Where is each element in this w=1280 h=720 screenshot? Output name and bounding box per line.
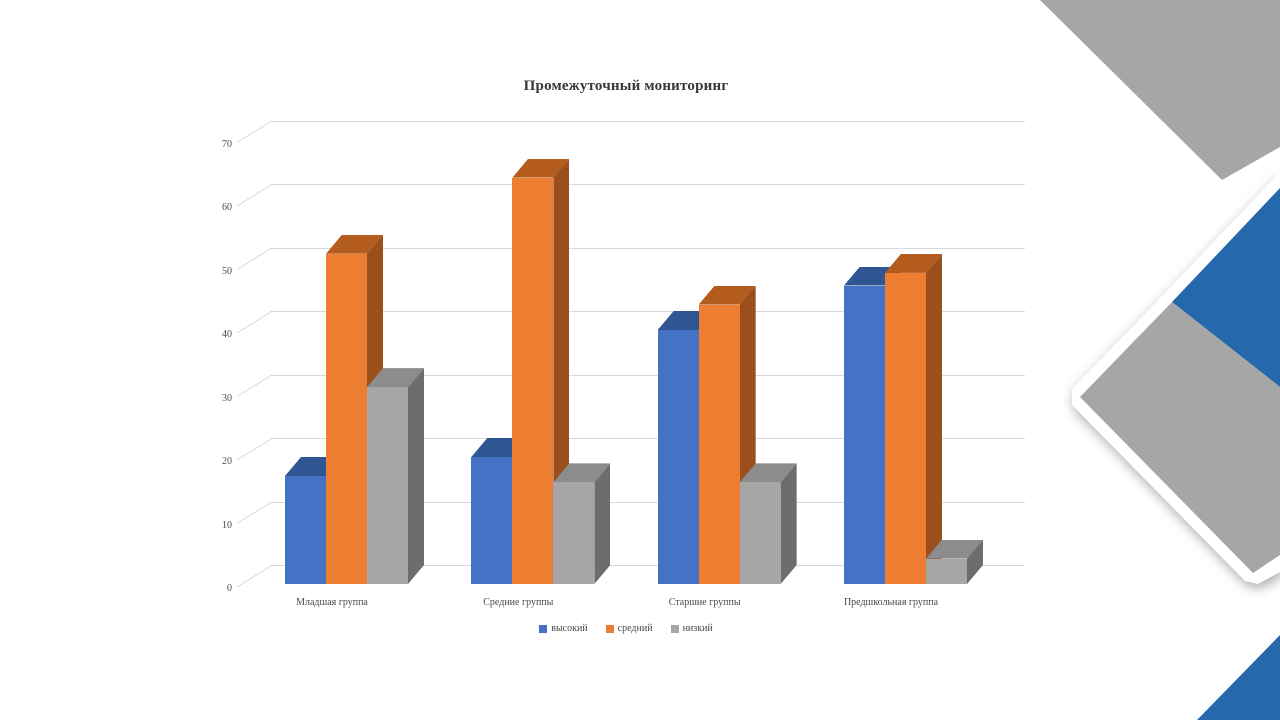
y-axis-tick-label: 60 [222,202,232,213]
gridline [270,247,1025,249]
y-axis-tick-label: 20 [222,456,232,467]
gridline [270,438,1025,439]
bar-top-face [512,158,570,178]
gridline-depth-connector [236,502,272,524]
gridline-depth-connector [236,184,272,207]
gridline-depth-connector [236,375,272,397]
top-right-diamond [1040,0,1280,180]
bar-side-face [926,254,942,584]
bar-низкий [367,368,424,584]
bar-side-face [781,463,797,584]
gridline-depth-connector [236,121,272,143]
bar-top-face [367,368,424,388]
gridline-depth-connector [236,311,272,334]
gridline-depth-connector [236,438,272,461]
legend-swatch [605,624,614,633]
bar-top-face [698,285,756,305]
mid-diamond-blue [1172,188,1280,387]
bar-средний [884,253,942,584]
bar-front-face [471,457,513,584]
y-axis-tick-label: 0 [227,583,232,594]
gridline [270,184,1025,185]
bar-низкий [553,463,611,584]
gridline [270,120,1025,122]
y-axis-tick-label: 70 [222,138,232,150]
y-axis-tick-label: 40 [222,329,232,340]
legend-item-низкий: низкий [670,623,713,634]
category-label: Средние группы [483,597,554,608]
bar-front-face [739,482,781,584]
bar-front-face [512,177,554,584]
bar-front-face [326,253,367,584]
category-label: Предшкольная группа [843,597,939,608]
gridline [270,565,1025,566]
bar-top-face [739,463,797,483]
bar-top-face [553,463,611,483]
category-label: Старшие группы [668,597,741,608]
legend-item-средний: средний [605,623,653,634]
legend-swatch [539,624,548,633]
bar-front-face [884,272,926,584]
legend-swatch [670,624,679,633]
bar-front-face [657,330,699,584]
legend-label: высокий [551,623,588,634]
bar-front-face [367,387,408,584]
bar-top-face [326,234,383,254]
bar-front-face [285,476,326,584]
gridline-depth-connector [236,248,272,270]
y-axis-tick-label: 30 [222,392,232,404]
bar-front-face [553,482,595,584]
legend-label: средний [617,623,653,634]
y-axis-tick-label: 50 [222,265,232,277]
bar-side-face [408,368,424,584]
y-axis-tick-label: 10 [222,519,232,531]
chart-legend: высокий средний низкий [270,623,982,634]
bottom-right-corner-blue [1197,635,1280,720]
bar-top-face [884,253,942,273]
gridline [270,311,1025,312]
bar-front-face [925,558,967,584]
bar-front-face [698,304,740,584]
gridline [270,501,1025,503]
legend-label: низкий [682,623,713,634]
legend-item-высокий: высокий [539,623,588,634]
bar-top-face [925,539,983,559]
bar-side-face [594,463,610,584]
mid-diamond-gray [1080,302,1280,573]
chart-title: Промежуточный мониторинг [523,78,729,94]
bar-низкий [925,539,983,584]
gridline-depth-connector [236,565,272,588]
bar-низкий [739,463,797,584]
bar-front-face [843,285,885,584]
gridline [270,374,1025,376]
category-label: Младшая группа [296,597,368,608]
